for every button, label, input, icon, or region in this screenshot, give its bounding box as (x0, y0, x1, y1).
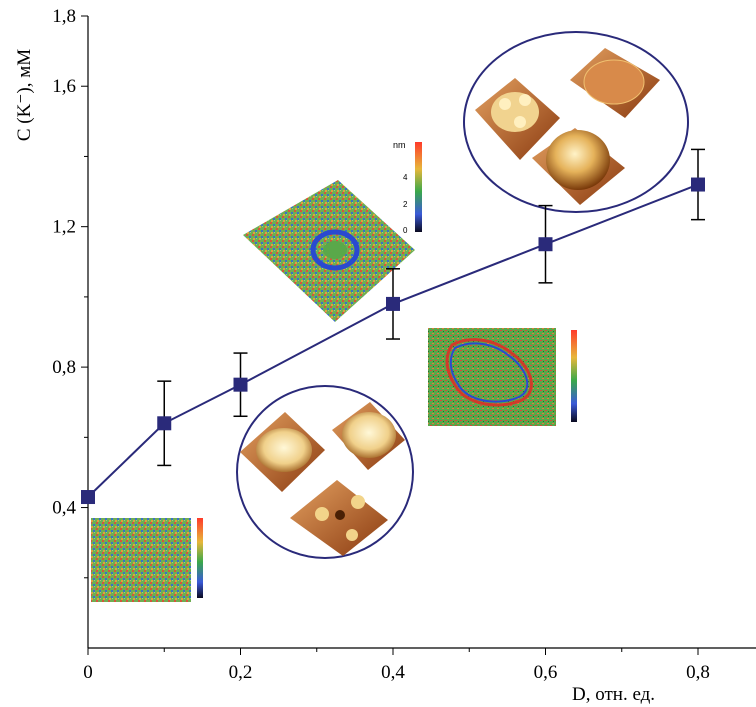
inset-afm-circle-high (463, 31, 689, 213)
data-point (157, 416, 172, 431)
data-point (386, 296, 400, 311)
afm-inset-images: nm 4 2 0 (91, 31, 689, 602)
y-tick-label: 0,4 (52, 498, 76, 519)
y-tick-label: 1,8 (52, 6, 76, 27)
y-tick-label: 1,2 (52, 217, 76, 238)
inset-afm-circle-low (236, 385, 414, 559)
series-layer (81, 148, 705, 505)
data-point (233, 377, 248, 392)
data-point (81, 490, 95, 505)
axes (87, 16, 756, 649)
x-tick-label: 0 (83, 662, 93, 683)
inset-afm-diamond: nm 4 2 0 (243, 140, 422, 322)
inset-afm-ring (428, 328, 577, 426)
svg-text:4: 4 (403, 173, 408, 182)
x-tick-label: 0,8 (686, 662, 710, 683)
tick-labels: 0 0,2 0,4 0,6 0,8 0,4 0,8 1,2 1,6 1,8 (52, 6, 710, 683)
series-line (87, 183, 699, 498)
data-point (691, 177, 705, 192)
inset-afm-flat (91, 518, 203, 602)
x-tick-label: 0,2 (229, 662, 253, 683)
data-point (538, 237, 553, 252)
svg-text:2: 2 (403, 200, 408, 209)
svg-text:0: 0 (403, 226, 408, 235)
y-tick-label: 0,8 (52, 357, 76, 378)
y-tick-label: 1,6 (52, 76, 76, 97)
ticks (81, 15, 699, 655)
x-axis-title: D, отн. ед. (572, 684, 655, 705)
svg-text:nm: nm (393, 140, 406, 150)
y-axis-title: C (K⁻), мМ (14, 49, 35, 141)
x-tick-label: 0,6 (534, 662, 558, 683)
x-tick-label: 0,4 (381, 662, 405, 683)
